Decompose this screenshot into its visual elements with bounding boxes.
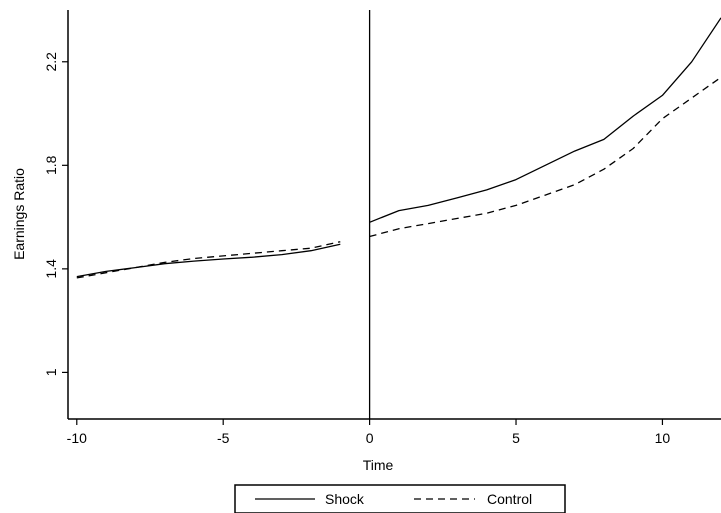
axes: -10 -5 0 5 10 1 1.4 1.8 2.2: [43, 10, 721, 446]
series-control-line: [369, 76, 721, 238]
y-tick-label: 1.8: [43, 155, 59, 175]
series-shock-line: [76, 243, 341, 278]
y-tick-label: 2.2: [43, 52, 59, 72]
series-control-line: [76, 241, 341, 279]
plot-area: [76, 10, 721, 419]
x-tick-label: -10: [67, 430, 87, 446]
legend: Shock Control: [234, 484, 566, 513]
legend-control-label: Control: [487, 491, 532, 507]
x-tick-label: 10: [655, 430, 671, 446]
y-tick-label: 1.4: [43, 259, 59, 279]
x-axis-title: Time: [363, 457, 394, 473]
series-shock-line: [369, 17, 721, 223]
x-tick-label: -5: [217, 430, 230, 446]
y-tick-label: 1: [43, 368, 59, 376]
x-tick-label: 5: [512, 430, 520, 446]
legend-shock-label: Shock: [325, 491, 365, 507]
y-axis-title: Earnings Ratio: [11, 168, 27, 260]
x-tick-label: 0: [366, 430, 374, 446]
